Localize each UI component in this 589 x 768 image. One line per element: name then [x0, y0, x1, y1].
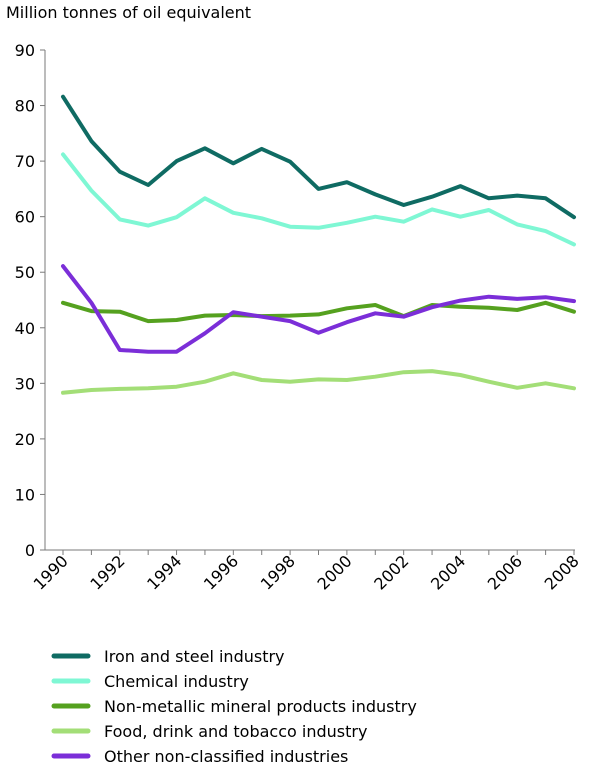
legend-label-1: Iron and steel industry [104, 647, 285, 666]
legend-label-2: Chemical industry [104, 672, 249, 691]
series-lines [61, 94, 576, 395]
y-tick-label: 50 [15, 263, 35, 282]
y-tick-label: 90 [15, 41, 35, 60]
x-tick-label: 1994 [143, 551, 185, 593]
y-axis: 0 10 20 30 40 50 60 70 80 90 [15, 41, 46, 560]
y-tick-label: 80 [15, 97, 35, 116]
x-tick-label: 2000 [313, 551, 355, 593]
y-tick-label: 30 [15, 374, 35, 393]
x-tick-label: 1998 [257, 551, 299, 593]
y-tick-label: 10 [15, 485, 35, 504]
y-tick-label: 60 [15, 208, 35, 227]
y-tick-label: 20 [15, 430, 35, 449]
y-axis-label: Million tonnes of oil equivalent [6, 3, 251, 22]
x-tick-label: 1996 [200, 551, 242, 593]
x-tick-label: 1990 [30, 551, 72, 593]
legend-label-4: Food, drink and tobacco industry [104, 722, 367, 741]
x-axis: 1990 1992 1994 1996 1998 2000 2002 2004 2006 2008 [30, 550, 583, 594]
x-tick-label: 2006 [484, 551, 526, 593]
y-tick-label: 40 [15, 319, 35, 338]
legend-label-3: Non-metallic mineral products industry [104, 697, 417, 716]
y-tick-label: 0 [25, 541, 35, 560]
y-tick-label: 70 [15, 152, 35, 171]
series-line-1 [61, 94, 576, 220]
legend-label-5: Other non-classified industries [104, 747, 348, 766]
x-tick-label: 2004 [427, 551, 469, 593]
legend: Iron and steel industry Chemical industry… [51, 647, 417, 766]
x-tick-label: 2002 [370, 551, 412, 593]
series-line-4 [61, 369, 576, 395]
x-tick-label: 2008 [541, 551, 583, 593]
series-line-3 [61, 300, 576, 324]
x-tick-label: 1992 [86, 551, 128, 593]
